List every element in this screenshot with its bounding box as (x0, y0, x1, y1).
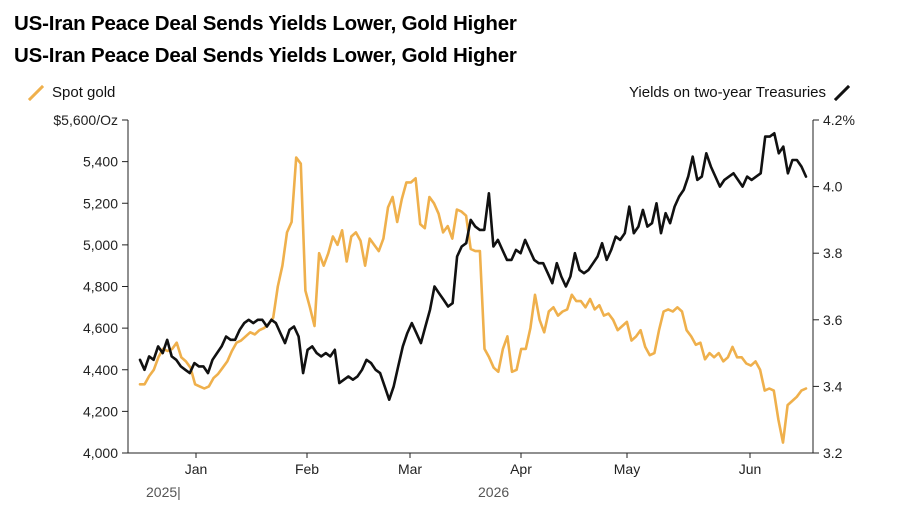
left-axis-tick-label: 4,400 (83, 362, 118, 378)
year-label: 2025| (146, 484, 181, 500)
left-axis-tick-label: 4,200 (83, 403, 118, 419)
chart-subtitle: US-Iran Peace Deal Sends Yields Lower, G… (14, 44, 517, 67)
legend-gold-label: Spot gold (52, 84, 116, 101)
x-axis-tick-label: Apr (510, 461, 532, 477)
x-axis-tick-label: Jun (739, 461, 762, 477)
legend-gold: Spot gold (28, 84, 115, 101)
right-axis-tick-label: 3.8 (823, 245, 843, 261)
gold-legend-swatch-icon (28, 84, 44, 101)
left-axis-tick-label: 4,000 (83, 445, 118, 461)
year-label: 2026 (478, 484, 509, 500)
right-axis-tick-label: 4.0 (823, 179, 843, 195)
legend-yield-label: Yields on two-year Treasuries (628, 84, 826, 101)
yield-legend-swatch-icon (834, 84, 850, 101)
left-axis-tick-label: 4,600 (83, 320, 118, 336)
right-axis-tick-label: 3.2 (823, 445, 843, 461)
x-axis-tick-label: May (614, 461, 640, 477)
right-axis-tick-label: 3.6 (823, 312, 843, 328)
legend-yield: Yields on two-year Treasuries (629, 84, 850, 101)
right-axis-tick-label: 3.4 (823, 378, 843, 394)
left-axis-tick-label: 5,000 (83, 237, 118, 253)
x-axis-tick-label: Mar (398, 461, 422, 477)
x-axis-tick-label: Feb (295, 461, 319, 477)
chart-title: US-Iran Peace Deal Sends Yields Lower, G… (14, 12, 517, 35)
left-axis-tick-label: $5,600/Oz (53, 112, 118, 128)
right-axis-tick-label: 4.2% (823, 112, 855, 128)
left-axis-tick-label: 4,800 (83, 279, 118, 295)
x-axis-tick-label: Jan (185, 461, 208, 477)
gold-series-line (138, 156, 808, 444)
left-axis-tick-label: 5,400 (83, 154, 118, 170)
yield-series-line (138, 132, 808, 402)
left-axis-tick-label: 5,200 (83, 195, 118, 211)
